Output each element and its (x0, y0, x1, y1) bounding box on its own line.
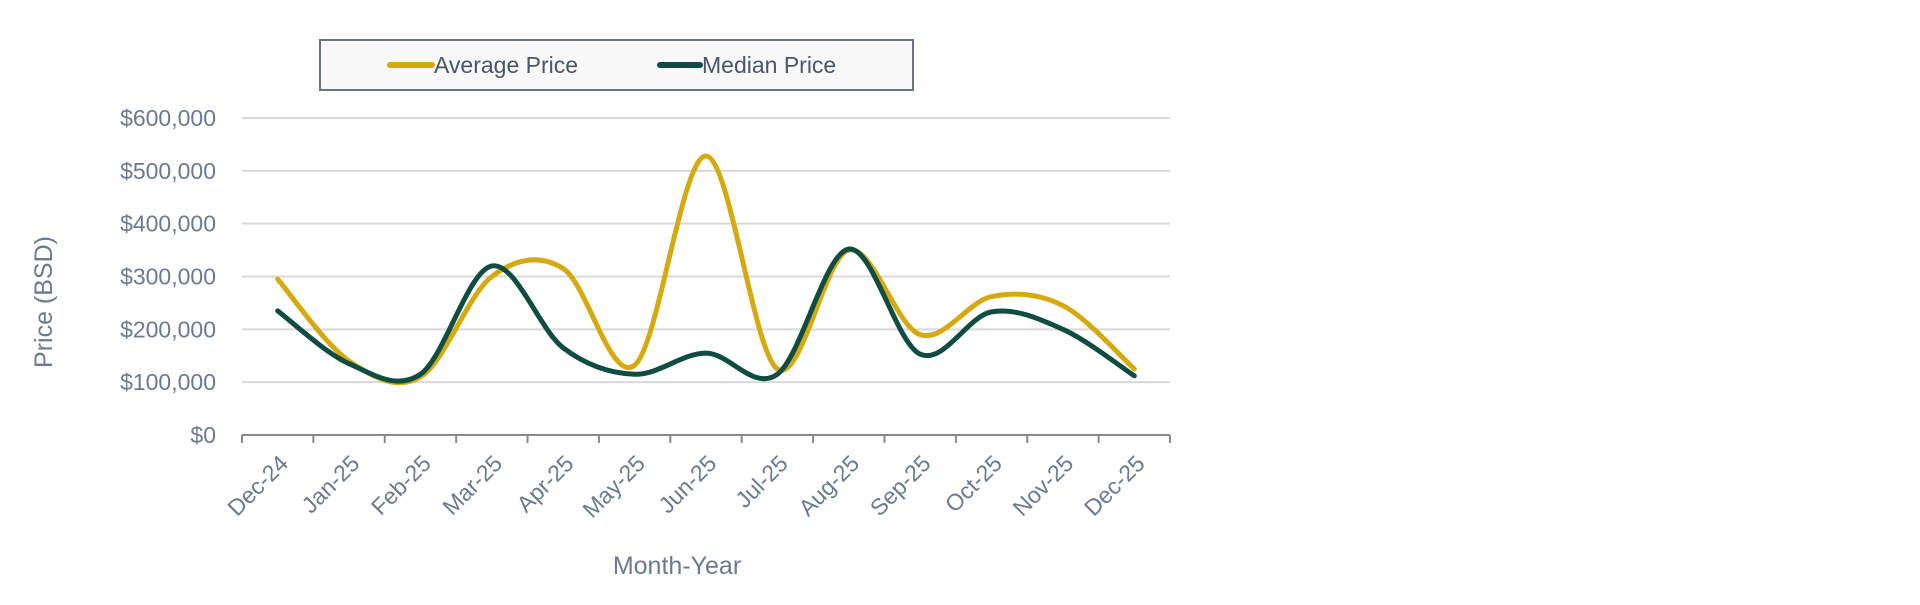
legend-label-median-price: Median Price (702, 52, 836, 78)
grid-lines (242, 117, 1170, 384)
series-line-average-price (275, 153, 1137, 386)
legend-label-average-price: Average Price (434, 52, 578, 78)
y-tick-label: $200,000 (120, 316, 216, 342)
x-tick-label: May-25 (577, 450, 650, 523)
x-tick-label: Jan-25 (296, 450, 364, 518)
x-tick-label: Mar-25 (437, 450, 507, 520)
y-axis-title: Price (BSD) (30, 236, 58, 368)
legend: Average Price Median Price (319, 39, 914, 91)
y-tick-label: $0 (190, 422, 216, 448)
y-tick-label: $600,000 (120, 105, 216, 131)
x-tick-label: Aug-25 (793, 450, 864, 521)
x-tick-label: Apr-25 (511, 450, 578, 517)
y-tick-label: $500,000 (120, 158, 216, 184)
x-axis-title: Month-Year (613, 552, 741, 580)
x-tick-label: Jul-25 (730, 450, 793, 513)
y-tick-label: $300,000 (120, 264, 216, 290)
series-line-median-price (275, 246, 1137, 384)
y-axis: $0 $100,000 $200,000 $300,000 $400,000 $500,0… (120, 105, 216, 448)
series-lines (275, 153, 1137, 386)
x-tick-label: Dec-25 (1079, 450, 1150, 521)
x-tick-label: Dec-24 (222, 450, 293, 521)
y-tick-label: $400,000 (120, 211, 216, 237)
x-tick-label: Feb-25 (366, 450, 436, 520)
x-tick-label: Jun-25 (653, 450, 721, 518)
x-tick-label: Sep-25 (865, 450, 936, 521)
y-tick-label: $100,000 (120, 369, 216, 395)
x-tick-label: Nov-25 (1008, 450, 1079, 521)
x-tick-label: Oct-25 (940, 450, 1007, 517)
